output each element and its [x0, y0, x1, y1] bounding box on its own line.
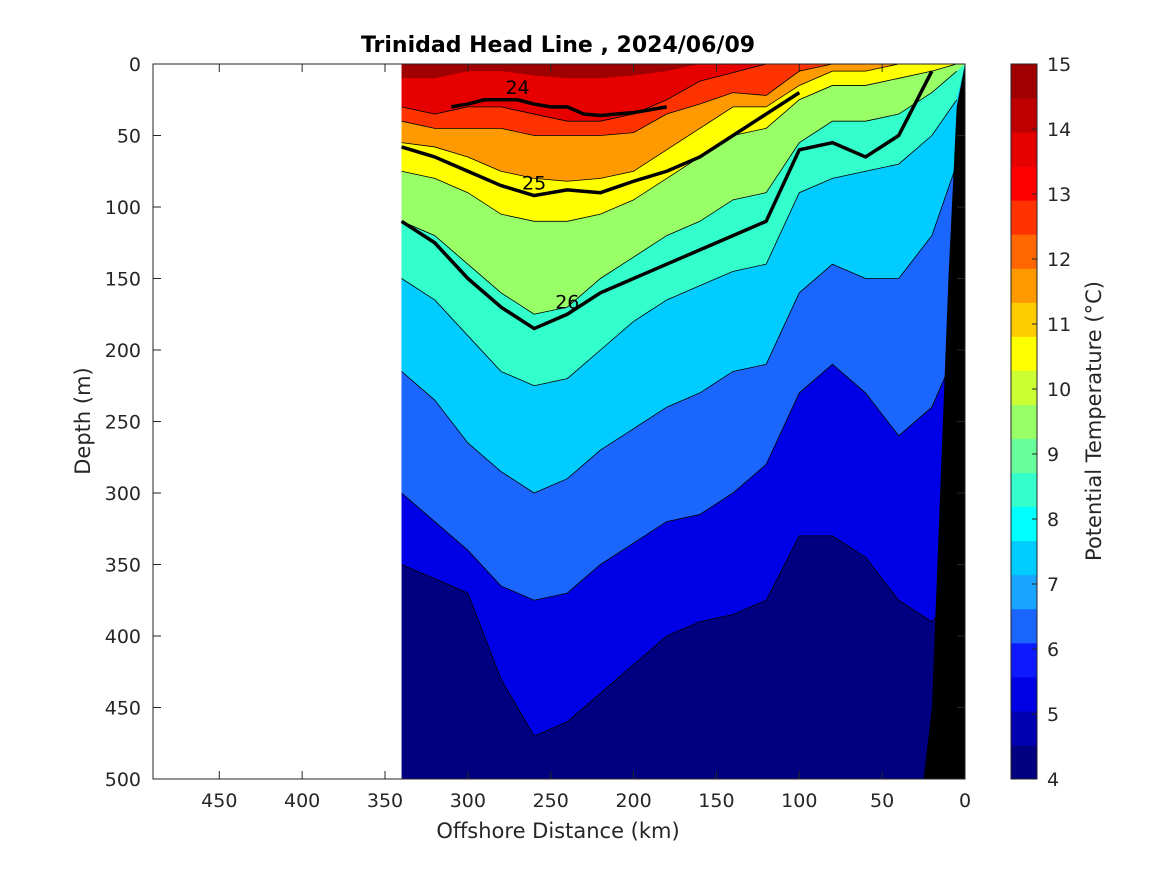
density-contour-26 — [400, 70, 934, 331]
y-tick-label: 250 — [105, 412, 141, 434]
isotherm-line-t11 — [401, 64, 957, 182]
x-tick-label: 100 — [781, 790, 817, 812]
colorbar-swatch — [1011, 506, 1037, 542]
x-tick-label: 300 — [450, 790, 486, 812]
colorbar-swatch — [1011, 336, 1037, 371]
x-axis: 450 400 350 300 250 200 150 100 50 0 — [201, 64, 971, 812]
y-axis: 0 50 100 150 200 250 300 350 400 450 500 — [105, 54, 965, 791]
isotherm-line-t7 — [401, 163, 958, 494]
colorbar-tick-label: 14 — [1047, 119, 1071, 141]
isotherm-line-t12 — [401, 64, 957, 136]
x-tick-label: 400 — [284, 790, 320, 812]
colorbar-tick-label: 9 — [1047, 444, 1059, 466]
colorbar-swatch — [1011, 540, 1037, 576]
isotherm-line-t13 — [401, 64, 957, 122]
density-contour-24 — [450, 98, 668, 118]
colorbar-tick-label: 10 — [1047, 379, 1071, 401]
y-tick-label: 500 — [105, 769, 141, 791]
colorbar-swatch — [1011, 710, 1037, 746]
isotherm-line-t10 — [401, 64, 957, 222]
x-tick-label: 50 — [870, 790, 894, 812]
colorbar-swatch — [1011, 370, 1037, 405]
colorbar-tick-label: 11 — [1047, 314, 1071, 336]
isotherm-line-layer — [401, 64, 958, 737]
colorbar-swatch — [1011, 302, 1037, 337]
x-tick-label: 450 — [201, 790, 237, 812]
colorbar-tick-label: 4 — [1047, 769, 1059, 791]
colorbar-swatch — [1011, 268, 1037, 303]
colorbar-tick-label: 12 — [1047, 249, 1071, 271]
colorbar-swatch — [1011, 744, 1037, 780]
y-tick-label: 50 — [117, 126, 141, 148]
colorbar-tick-label: 8 — [1047, 509, 1059, 531]
y-axis-label: Depth (m) — [71, 367, 95, 474]
y-tick-label: 450 — [105, 698, 141, 720]
colorbar-swatch — [1011, 642, 1037, 678]
density-contour-25 — [401, 91, 801, 198]
y-tick-label: 350 — [105, 555, 141, 577]
y-tick-label: 150 — [105, 269, 141, 291]
isotherm-line-t8 — [401, 99, 958, 387]
seafloor-shape — [923, 64, 965, 779]
y-tick-label: 0 — [129, 54, 141, 76]
colorbar-swatch — [1011, 438, 1037, 474]
density-contour-layer: 24 25 26 — [400, 70, 934, 331]
y-tick-label: 300 — [105, 483, 141, 505]
isotherm-line-t5 — [401, 535, 958, 737]
colorbar-swatch — [1011, 608, 1037, 644]
colorbar-tick-label: 7 — [1047, 574, 1059, 596]
colorbar-swatch — [1011, 574, 1037, 610]
chart-title: Trinidad Head Line , 2024/06/09 — [361, 33, 755, 58]
colorbar-tick-label: 13 — [1047, 184, 1071, 206]
x-tick-label: 0 — [959, 790, 971, 812]
colorbar-swatch — [1011, 166, 1037, 201]
density-contour-label-25: 25 — [522, 173, 546, 195]
density-contour-label-24: 24 — [505, 77, 529, 99]
colorbar-tick-label: 15 — [1047, 54, 1071, 76]
colorbar: 4 5 6 7 8 9 10 11 12 13 14 15 — [1010, 54, 1071, 791]
x-tick-label: 150 — [698, 790, 734, 812]
colorbar-swatch — [1011, 98, 1037, 133]
y-tick-label: 100 — [105, 197, 141, 219]
colorbar-swatch — [1011, 132, 1037, 167]
colorbar-frame — [1010, 63, 1038, 780]
colorbar-label: Potential Temperature (°C) — [1082, 281, 1106, 561]
colorbar-swatch — [1011, 404, 1037, 440]
colorbar-tick-label: 5 — [1047, 704, 1059, 726]
temperature-fill-layer — [401, 64, 965, 779]
y-tick-label: 200 — [105, 340, 141, 362]
isotherm-line-t6 — [401, 349, 958, 601]
x-tick-label: 200 — [615, 790, 651, 812]
density-contour-label-26: 26 — [555, 291, 579, 313]
colorbar-swatch — [1011, 472, 1037, 508]
colorbar-tick-label: 6 — [1047, 639, 1059, 661]
x-axis-label: Offshore Distance (km) — [436, 819, 679, 843]
colorbar-swatch — [1011, 200, 1037, 235]
bathymetry-layer — [923, 64, 965, 779]
colorbar-swatch — [1011, 64, 1037, 99]
x-tick-label: 250 — [533, 790, 569, 812]
x-tick-label: 350 — [367, 790, 403, 812]
temperature-band-14.5 — [401, 64, 965, 79]
colorbar-swatch — [1011, 234, 1037, 269]
isotherm-line-t9 — [401, 70, 957, 315]
y-tick-label: 400 — [105, 626, 141, 648]
colorbar-swatch — [1011, 676, 1037, 712]
